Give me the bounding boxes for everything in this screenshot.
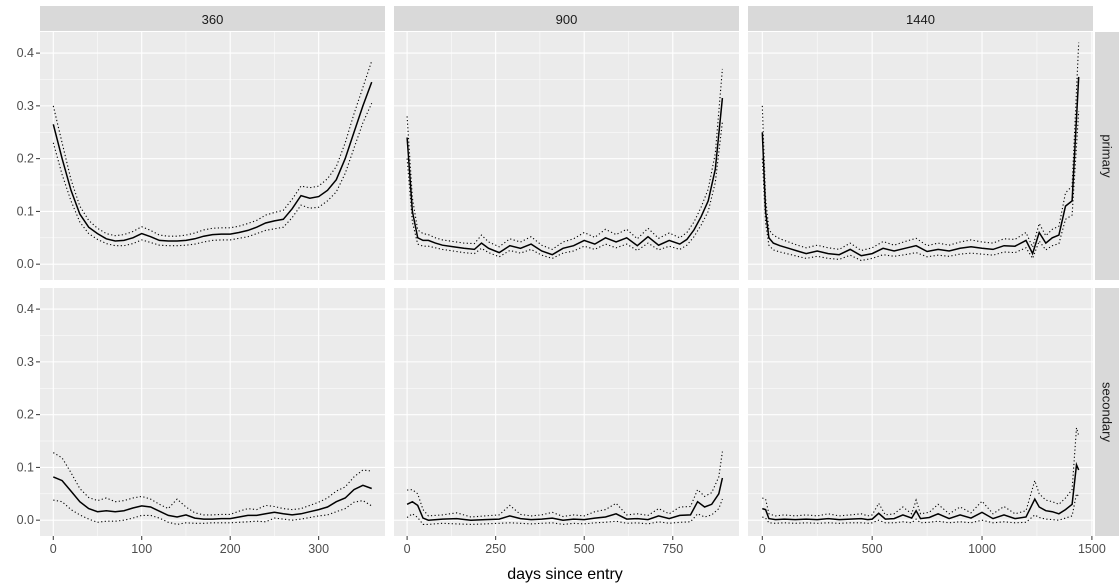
estimate-line [53, 476, 372, 520]
estimate-line [406, 477, 724, 521]
x-tick-label: 500 [862, 542, 883, 556]
interval-line [761, 42, 1080, 252]
panel-background [748, 288, 1093, 536]
panel-primary-900 [394, 32, 739, 280]
x-axis: 0 100 200 300 0 250 500 750 0 500 1000 1500 [50, 536, 1106, 556]
interval-line [407, 451, 723, 518]
y-axis: 0.0 0.1 0.2 0.3 0.4 0.0 0.1 0.2 0.3 0.4 [17, 46, 40, 527]
estimate-line [406, 97, 724, 256]
estimate-line [761, 76, 1080, 257]
x-tick-label: 1000 [968, 542, 996, 556]
estimate-line [52, 81, 373, 242]
interval-line [53, 452, 372, 516]
x-tick-label: 300 [308, 542, 329, 556]
y-tick-label: 0.2 [17, 408, 34, 422]
facet-strips: 360 900 1440 primary secondary [40, 6, 1119, 536]
x-tick-label: 1500 [1078, 542, 1106, 556]
x-tick-label: 750 [662, 542, 683, 556]
interval-line [406, 121, 723, 259]
y-tick-label: 0.3 [17, 355, 34, 369]
y-tick-label: 0.0 [17, 257, 34, 271]
column-strip-label: 1440 [906, 12, 935, 27]
panel-primary-1440 [748, 32, 1093, 280]
row-strip [1095, 288, 1119, 536]
y-tick-label: 0.4 [17, 302, 34, 316]
x-tick-label: 250 [485, 542, 506, 556]
y-tick-label: 0.0 [17, 513, 34, 527]
x-tick-label: 0 [759, 542, 766, 556]
column-strip-label: 900 [556, 12, 578, 27]
row-strip-label: primary [1100, 134, 1115, 178]
column-strip-label: 360 [202, 12, 224, 27]
x-tick-label: 0 [404, 542, 411, 556]
interval-line [52, 102, 373, 247]
x-axis-title: days since entry [507, 566, 623, 583]
x-tick-label: 200 [220, 542, 241, 556]
x-tick-label: 500 [574, 542, 595, 556]
panel-secondary-900 [394, 288, 739, 536]
y-tick-label: 0.2 [17, 152, 34, 166]
panel-secondary-360 [40, 288, 385, 536]
interval-line [406, 68, 723, 251]
column-strip [40, 6, 385, 31]
column-strip [394, 6, 739, 31]
panels [40, 32, 1093, 536]
y-tick-label: 0.1 [17, 204, 34, 218]
panel-primary-360 [40, 32, 385, 280]
panel-secondary-1440 [748, 288, 1093, 536]
row-strip [1095, 32, 1119, 280]
estimate-line [762, 461, 1080, 521]
panel-background [40, 32, 385, 280]
y-tick-label: 0.4 [17, 46, 34, 60]
interval-line [762, 427, 1080, 517]
column-strip [748, 6, 1093, 31]
panel-background [748, 32, 1093, 280]
panel-background [394, 32, 739, 280]
x-tick-label: 100 [131, 542, 152, 556]
panel-background [394, 288, 739, 536]
row-strip-label: secondary [1100, 382, 1115, 442]
y-tick-label: 0.3 [17, 99, 34, 113]
x-tick-label: 0 [50, 542, 57, 556]
y-tick-label: 0.1 [17, 460, 34, 474]
